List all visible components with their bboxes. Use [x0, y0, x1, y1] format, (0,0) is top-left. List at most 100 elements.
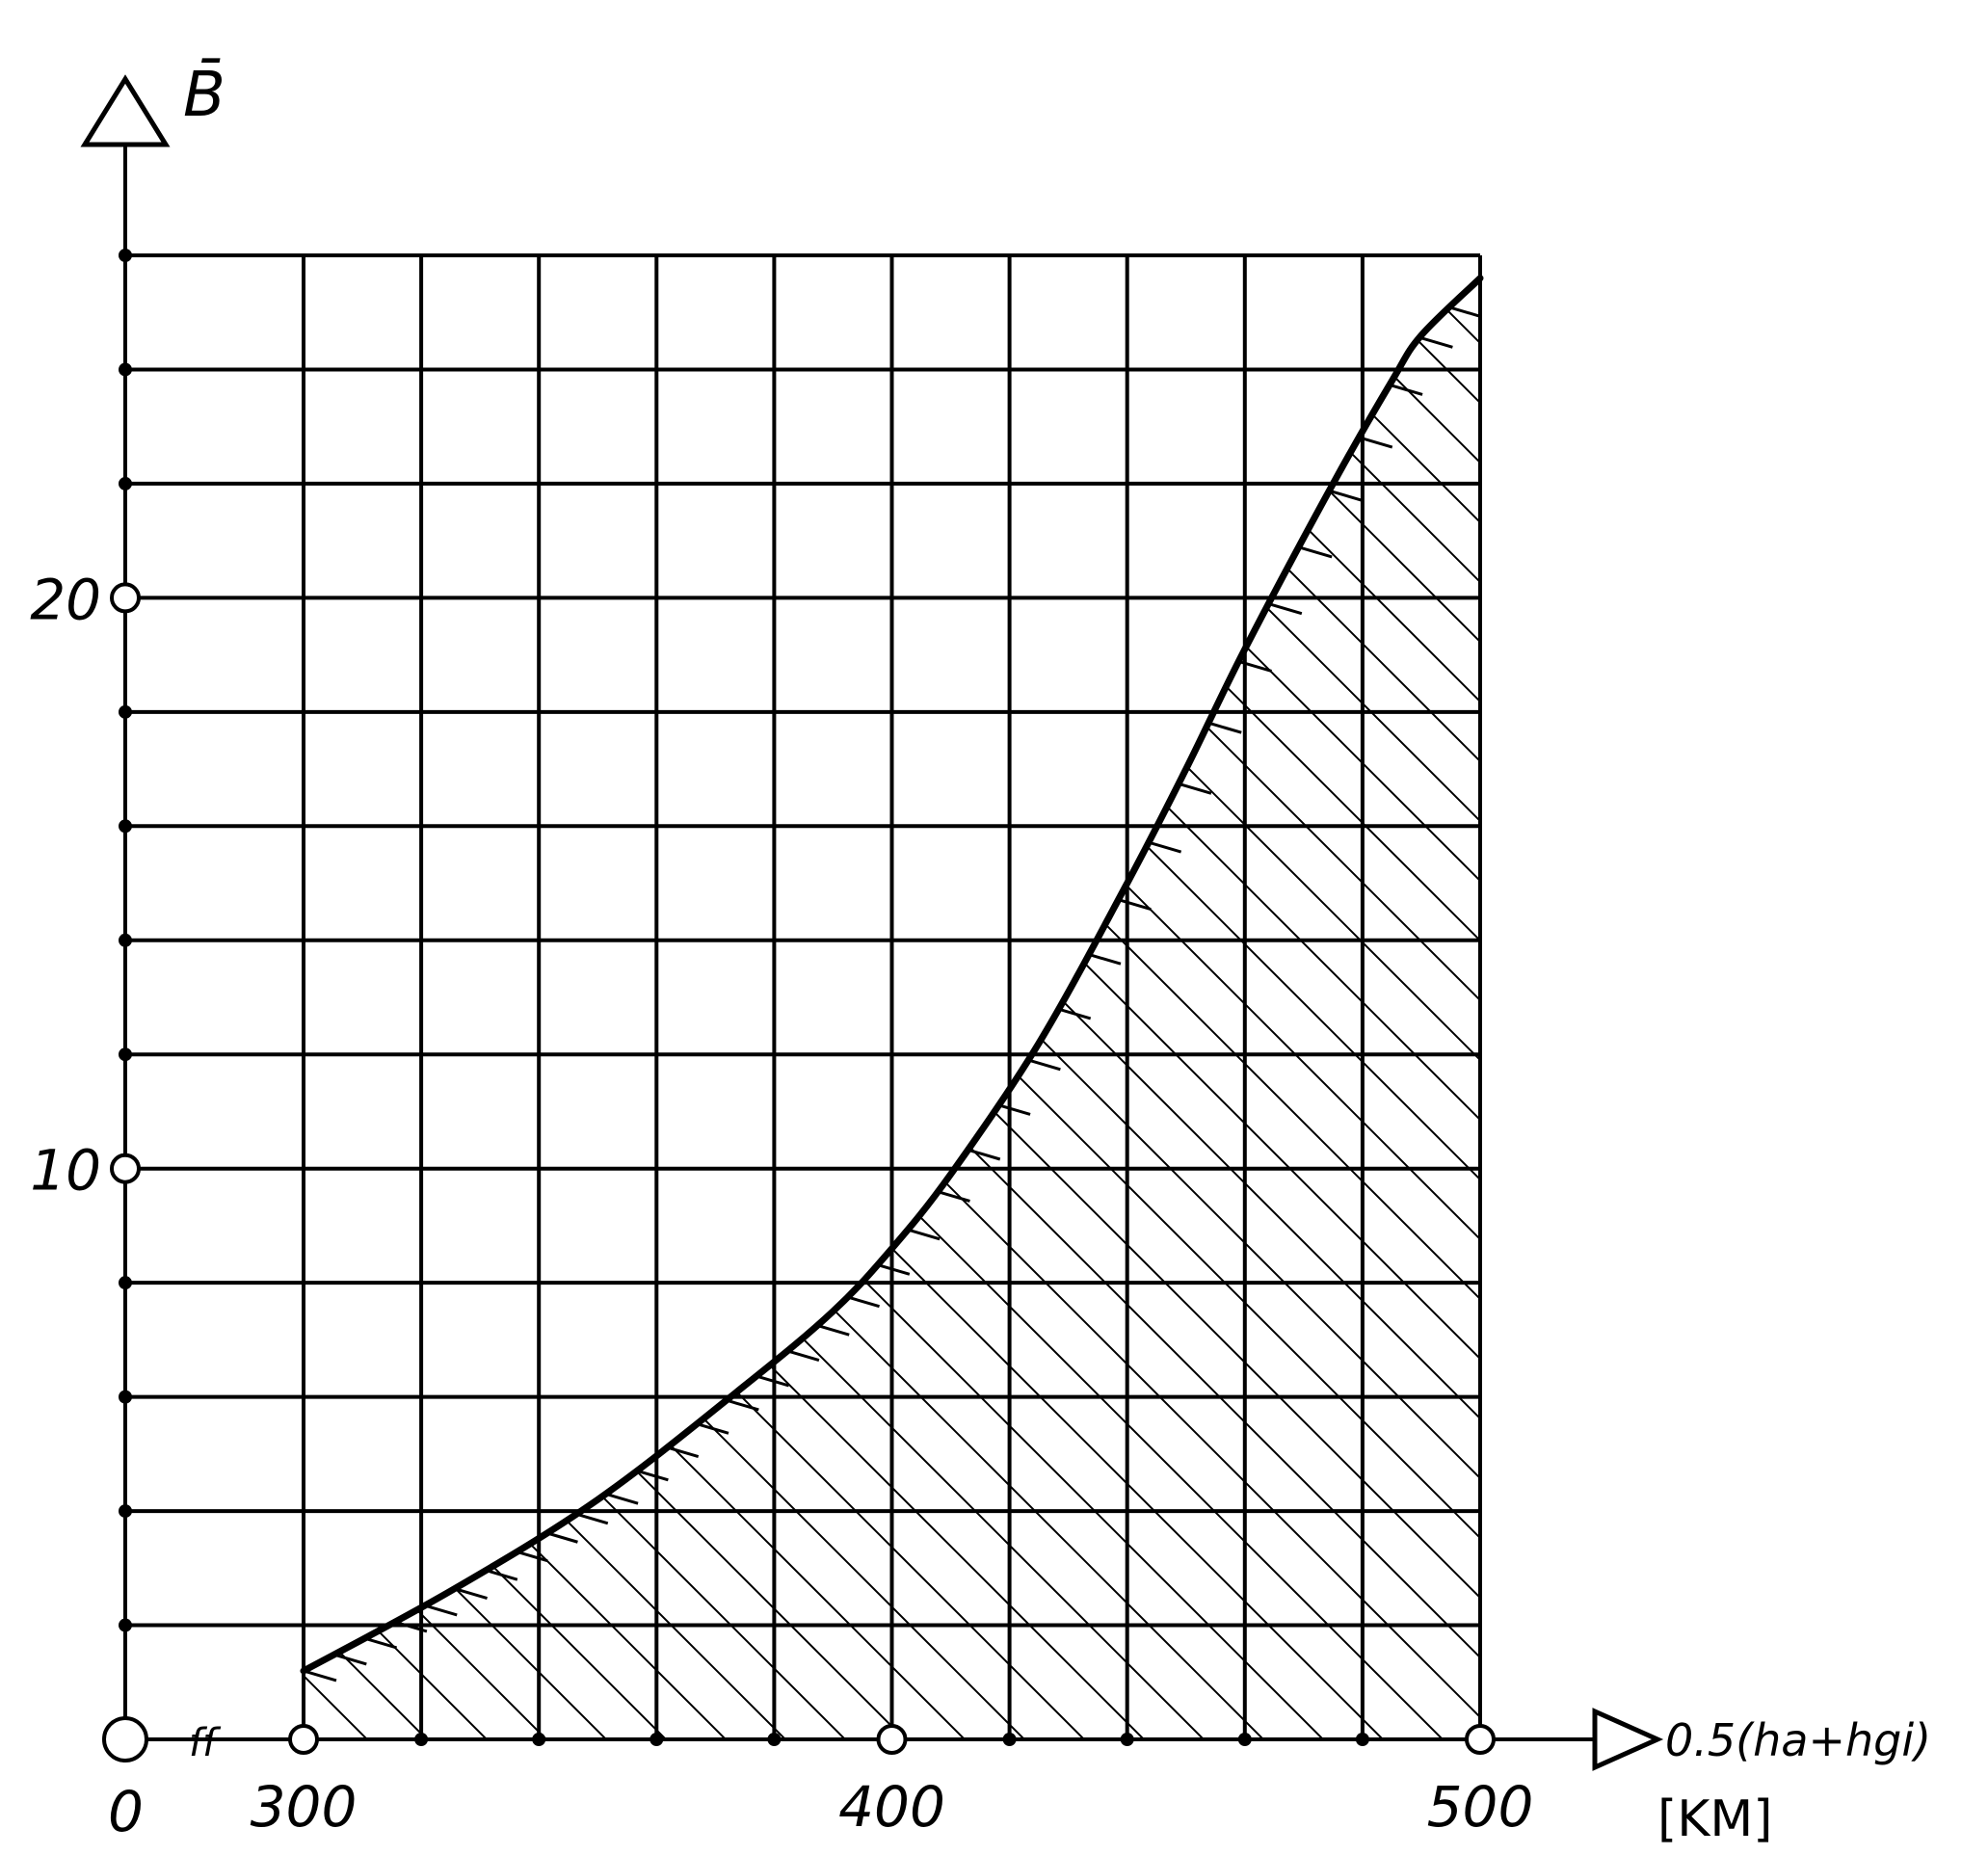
- y-tick-ring: [112, 1155, 139, 1182]
- y-tick-ring: [112, 584, 139, 611]
- hatch-line: [0, 217, 943, 1778]
- hatch-line: [278, 217, 1840, 1778]
- hatch-line: [0, 217, 1123, 1778]
- x-tick-dot: [1003, 1733, 1017, 1746]
- hatch-line: [0, 217, 465, 1778]
- hatch-line: [0, 217, 1182, 1778]
- x-tick-ring: [1467, 1726, 1494, 1753]
- curve-tick: [605, 1494, 638, 1503]
- y-tick-label: 10: [30, 1138, 101, 1204]
- y-tick-dot: [119, 1047, 132, 1061]
- hatch-line: [0, 217, 1421, 1778]
- hatch-line: [936, 217, 1988, 1778]
- hatch-line: [1354, 217, 1988, 1778]
- hatch-line: [458, 217, 1988, 1778]
- hatch-line: [816, 217, 1988, 1778]
- hatch-line: [577, 217, 1988, 1778]
- y-tick-dot: [119, 1619, 132, 1632]
- x-tick-label: 300: [251, 1774, 358, 1840]
- hatch-line: [876, 217, 1988, 1778]
- x-tick-dot: [1356, 1733, 1369, 1746]
- labels: B̄ 0.5(ha+hgi) [KM] 0 10 20 300 400 500: [30, 58, 1931, 1848]
- axis-break-mark: ſſ: [189, 1721, 222, 1765]
- hatch-line: [1473, 217, 1988, 1778]
- hatch-line: [398, 217, 1959, 1778]
- hatch-line: [1294, 217, 1988, 1778]
- ticks: [104, 249, 1494, 1761]
- x-tick-dot: [1238, 1733, 1252, 1746]
- hatch-line: [0, 217, 1003, 1778]
- y-tick-dot: [119, 1276, 132, 1289]
- hatch-line: [40, 217, 1601, 1778]
- hatch-line: [0, 217, 884, 1778]
- x-axis-arrow: [1595, 1711, 1657, 1767]
- y-tick-dot: [119, 819, 132, 833]
- x-tick-label: 400: [838, 1774, 945, 1840]
- curve-tick: [847, 1297, 880, 1307]
- hatch-line: [0, 217, 1362, 1778]
- y-axis-arrow: [85, 79, 166, 145]
- curve-tick: [1208, 723, 1241, 732]
- x-tick-dot: [1121, 1733, 1134, 1746]
- y-tick-dot: [119, 934, 132, 947]
- curve-tick: [1390, 384, 1422, 394]
- hatch-line: [1414, 217, 1988, 1778]
- curve-tick: [997, 1104, 1030, 1114]
- hatch-line: [0, 217, 226, 1778]
- hatched-region: [0, 217, 1988, 1778]
- hatch-line: [0, 217, 1302, 1778]
- y-tick-dot: [119, 362, 132, 376]
- y-tick-dot: [119, 477, 132, 490]
- hatch-line: [0, 217, 585, 1778]
- hatch-line: [0, 217, 525, 1778]
- curve-tick: [1088, 954, 1121, 964]
- y-tick-dot: [119, 705, 132, 719]
- curve-tick: [1480, 278, 1513, 288]
- curve-tick: [1149, 842, 1181, 852]
- hatch-line: [99, 217, 1660, 1778]
- hatch-line: [0, 217, 286, 1778]
- hatch-line: [219, 217, 1780, 1778]
- x-tick-ring: [290, 1726, 317, 1753]
- curve-tick: [1058, 1009, 1091, 1019]
- y-tick-dot: [119, 1504, 132, 1518]
- curve-tick: [304, 1671, 336, 1681]
- hatch-line: [995, 217, 1988, 1778]
- hatch-line: [0, 217, 406, 1778]
- hatch-line: [1055, 217, 1988, 1778]
- curve-tick: [967, 1150, 1000, 1159]
- origin-label: 0: [108, 1779, 144, 1844]
- curve-tick: [937, 1191, 969, 1201]
- curve-tick: [1419, 337, 1452, 347]
- hatch-line: [0, 217, 1242, 1778]
- hatch-line: [338, 217, 1899, 1778]
- x-axis-unit: [KM]: [1657, 1790, 1773, 1848]
- curve-tick: [726, 1400, 758, 1410]
- hatch-line: [0, 217, 1481, 1778]
- y-axis-label: B̄: [183, 58, 225, 131]
- x-axis-label: 0.5(ha+hgi): [1665, 1714, 1931, 1766]
- x-tick-dot: [649, 1733, 663, 1746]
- hatch-line: [517, 217, 1988, 1778]
- curve-tick: [1450, 307, 1483, 317]
- y-tick-dot: [119, 249, 132, 262]
- hatch-line: [0, 217, 645, 1778]
- y-tick-label: 20: [30, 567, 101, 632]
- x-tick-ring: [879, 1726, 906, 1753]
- hatch-line: [637, 217, 1988, 1778]
- curve-tick: [1027, 1060, 1060, 1070]
- curve-tick: [1269, 604, 1302, 614]
- hatch-line: [0, 217, 1541, 1778]
- hatch-line: [756, 217, 1988, 1778]
- x-tick-dot: [414, 1733, 428, 1746]
- origin-ring: [104, 1718, 146, 1761]
- y-tick-dot: [119, 1391, 132, 1404]
- hatch-line: [159, 217, 1720, 1778]
- x-tick-dot: [532, 1733, 545, 1746]
- curve-tick: [816, 1325, 849, 1335]
- hatch-line: [0, 217, 704, 1778]
- hatch-line: [0, 217, 346, 1778]
- x-tick-label: 500: [1427, 1774, 1534, 1840]
- hatch-line: [1533, 217, 1988, 1778]
